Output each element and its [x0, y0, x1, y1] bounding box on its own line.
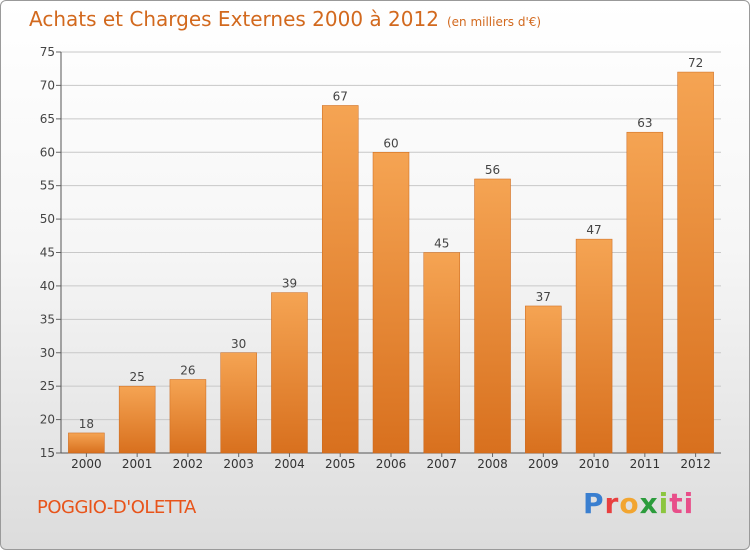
x-tick-label: 2009 [528, 457, 559, 471]
y-tick-labels: 15 20 25 30 35 40 45 50 55 60 65 70 75 [40, 45, 55, 460]
data-label: 26 [180, 363, 195, 377]
y-tick-label: 70 [40, 78, 55, 92]
y-tick-label: 15 [40, 446, 55, 460]
bar-2011 [626, 131, 664, 454]
data-label: 63 [637, 116, 652, 130]
x-tick-label: 2007 [426, 457, 457, 471]
y-tick-label: 65 [40, 112, 55, 126]
chart-title-block: Achats et Charges Externes 2000 à 2012 (e… [29, 7, 541, 31]
y-tick-label: 20 [40, 413, 55, 427]
x-tick-label: 2000 [71, 457, 102, 471]
y-tick-label: 45 [40, 246, 55, 260]
chart-unit: (en milliers d'€) [446, 15, 542, 29]
x-tick-label: 2001 [122, 457, 153, 471]
data-label: 47 [586, 223, 601, 237]
bar-2003 [220, 352, 257, 454]
bar-2009 [525, 305, 562, 454]
y-tick-label: 60 [40, 145, 55, 159]
data-labels: 18 25 26 30 39 67 60 45 56 37 47 63 72 [79, 56, 704, 431]
bar-2001 [118, 385, 156, 454]
commune-name: POGGIO-D'OLETTA [37, 497, 196, 518]
y-tick-label: 25 [40, 379, 55, 393]
x-tick-label: 2006 [376, 457, 407, 471]
bar-2000 [68, 432, 105, 454]
data-label: 39 [282, 277, 297, 291]
data-label: 72 [688, 56, 703, 70]
bars [68, 71, 714, 454]
x-tick-label: 2010 [579, 457, 610, 471]
data-label: 30 [231, 337, 246, 351]
y-tick-label: 35 [40, 312, 55, 326]
x-tick-label: 2005 [325, 457, 356, 471]
data-label: 67 [333, 89, 348, 103]
bar-2006 [372, 152, 410, 454]
bar-2010 [575, 238, 613, 454]
y-tick-label: 30 [40, 346, 55, 360]
bar-2002 [169, 379, 207, 454]
bar-2004 [271, 292, 308, 454]
x-tick-label: 2004 [274, 457, 305, 471]
data-label: 45 [434, 237, 449, 251]
bar-2008 [474, 178, 511, 454]
data-label: 37 [536, 290, 551, 304]
bar-2005 [321, 105, 359, 454]
x-tick-label: 2003 [223, 457, 254, 471]
y-tick-label: 75 [40, 45, 55, 59]
x-tick-labels: 2000 2001 2002 2003 2004 2005 2006 2007 2008 2009… [71, 457, 711, 471]
bar-2007 [423, 252, 461, 454]
proxiti-logo: Proxiti [583, 487, 695, 520]
x-tick-label: 2012 [680, 457, 711, 471]
x-tick-label: 2008 [477, 457, 508, 471]
data-label: 18 [79, 417, 94, 431]
data-label: 25 [130, 370, 145, 384]
y-tick-label: 50 [40, 212, 55, 226]
x-tick-label: 2002 [173, 457, 204, 471]
chart-title: Achats et Charges Externes 2000 à 2012 [29, 7, 439, 31]
y-tick-label: 40 [40, 279, 55, 293]
y-tick-label: 55 [40, 179, 55, 193]
bar-2012 [677, 71, 714, 454]
data-label: 56 [485, 163, 500, 177]
x-tick-label: 2011 [630, 457, 661, 471]
data-label: 60 [383, 136, 398, 150]
